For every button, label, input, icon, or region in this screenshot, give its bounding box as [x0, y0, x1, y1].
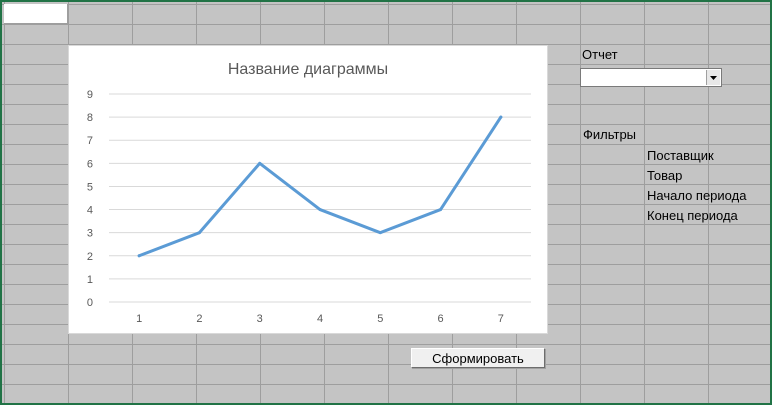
filters-label: Фильтры: [583, 127, 637, 142]
active-cell[interactable]: [4, 4, 68, 24]
filter-period-start: Начало периода: [647, 188, 747, 203]
report-dropdown[interactable]: [580, 68, 722, 87]
data-point: [137, 254, 141, 258]
data-point: [318, 208, 322, 212]
report-label: Отчет: [582, 47, 618, 62]
y-tick-label: 4: [87, 205, 93, 217]
y-tick-label: 1: [87, 274, 93, 286]
chart-y-axis: 0 1 2 3 4 5 6 7 8 9: [87, 89, 93, 309]
data-point: [499, 115, 503, 119]
y-tick-label: 6: [87, 158, 93, 170]
x-tick-label: 7: [498, 313, 504, 325]
y-tick-label: 9: [87, 89, 93, 101]
chart-gridlines: [109, 93, 531, 303]
y-tick-label: 3: [87, 228, 93, 240]
filter-period-end: Конец периода: [647, 208, 738, 223]
x-tick-label: 3: [257, 313, 263, 325]
data-point: [439, 208, 443, 212]
y-tick-label: 0: [87, 297, 93, 309]
y-tick-label: 5: [87, 181, 93, 193]
data-point: [197, 231, 201, 235]
chart-x-axis: 1 2 3 4 5 6 7: [136, 313, 504, 325]
x-tick-label: 4: [317, 313, 323, 325]
line-chart[interactable]: Название диаграммы 0 1 2 3 4 5 6 7 8 9 1 2 3 4 5 6 7: [68, 45, 548, 334]
y-tick-label: 8: [87, 112, 93, 124]
y-tick-label: 2: [87, 251, 93, 263]
chart-svg: Название диаграммы 0 1 2 3 4 5 6 7 8 9 1 2 3 4 5 6 7: [87, 61, 531, 325]
y-tick-label: 7: [87, 135, 93, 147]
x-tick-label: 6: [438, 313, 444, 325]
chart-series: [137, 115, 503, 258]
x-tick-label: 2: [196, 313, 202, 325]
filter-supplier: Поставщик: [647, 148, 714, 163]
data-point: [378, 231, 382, 235]
x-tick-label: 1: [136, 313, 142, 325]
x-tick-label: 5: [377, 313, 383, 325]
filter-product: Товар: [647, 168, 683, 183]
generate-button[interactable]: Сформировать: [411, 348, 545, 368]
chevron-down-icon[interactable]: [706, 70, 720, 85]
data-point: [258, 161, 262, 165]
chart-title: Название диаграммы: [228, 61, 388, 78]
